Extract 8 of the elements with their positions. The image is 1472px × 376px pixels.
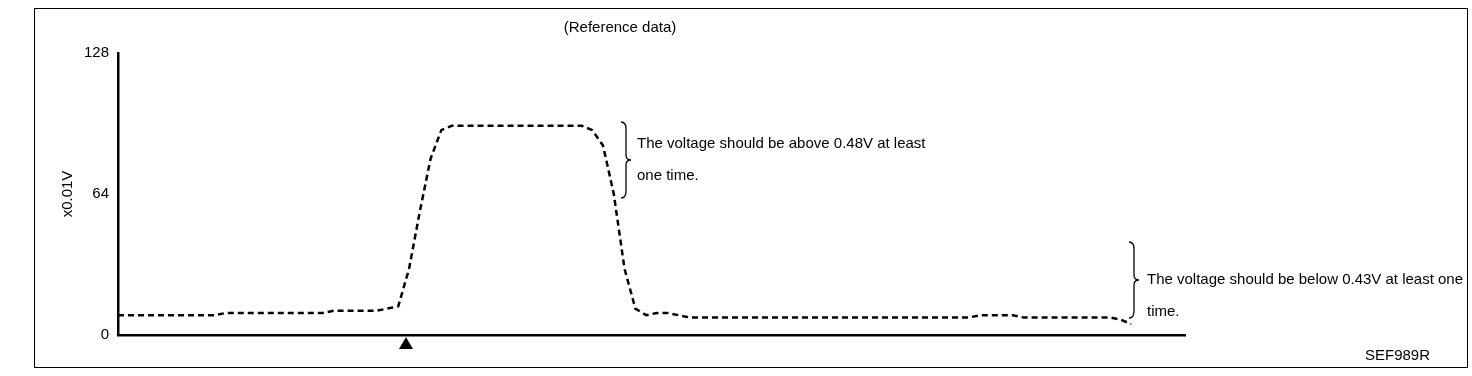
y-tick-label: 64 — [92, 184, 110, 202]
annotation: The voltage should be below 0.43V at least one time. — [1147, 269, 1465, 321]
y-axis-title: x0.01V — [58, 170, 76, 218]
y-tick-label: 128 — [84, 43, 110, 61]
y-tick-label: 0 — [100, 325, 110, 343]
text: SEF989R — [1365, 345, 1432, 365]
annotation: The voltage should be above 0.48V at least one time. — [637, 133, 927, 185]
chart-title: (Reference data) — [563, 18, 677, 36]
